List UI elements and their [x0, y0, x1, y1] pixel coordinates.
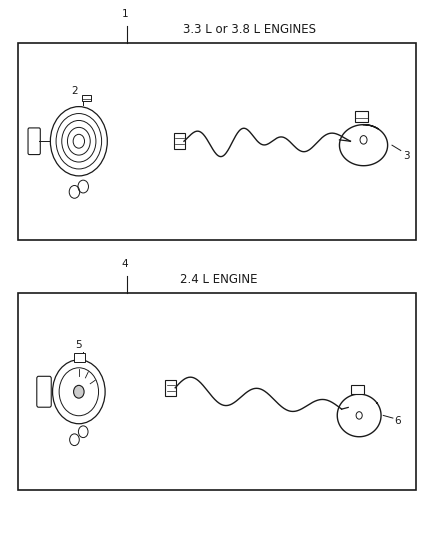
FancyBboxPatch shape	[37, 376, 51, 407]
Bar	[174, 133, 185, 149]
Bar	[351, 384, 364, 394]
Bar	[355, 111, 368, 122]
Text: 5: 5	[75, 340, 82, 350]
FancyBboxPatch shape	[28, 128, 40, 155]
Circle shape	[74, 385, 84, 398]
Text: 3.3 L or 3.8 L ENGINES: 3.3 L or 3.8 L ENGINES	[183, 23, 316, 36]
Text: 4: 4	[121, 259, 128, 269]
Bar	[166, 380, 176, 396]
Bar	[18, 43, 416, 240]
Bar	[82, 95, 91, 101]
Text: 1: 1	[121, 9, 128, 19]
Text: 2.4 L ENGINE: 2.4 L ENGINE	[180, 273, 258, 286]
Text: 3: 3	[403, 151, 410, 161]
Text: 6: 6	[394, 416, 401, 426]
Text: 2: 2	[71, 86, 78, 96]
Bar	[18, 293, 416, 490]
Bar	[74, 353, 85, 362]
